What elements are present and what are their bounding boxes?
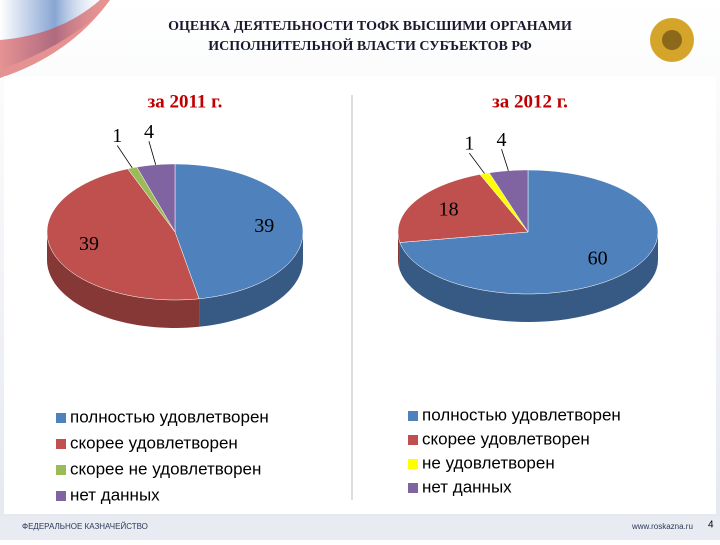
- slice-side: [399, 232, 658, 322]
- pie-slice: [46, 168, 200, 301]
- footer-bar: [0, 516, 720, 540]
- slice-side: [199, 232, 303, 327]
- footer-right: www.roskazna.ru: [631, 522, 693, 531]
- legend-label: нет данных: [70, 485, 160, 504]
- legend-swatch: [408, 483, 418, 493]
- data-label: 4: [144, 121, 154, 143]
- flag-decoration: [0, 0, 110, 78]
- data-label: 4: [497, 129, 507, 151]
- legend-swatch: [408, 411, 418, 421]
- pie-slice: [174, 163, 304, 300]
- leader-line: [469, 152, 485, 174]
- emblem: [650, 18, 694, 62]
- data-label: 1: [464, 133, 474, 155]
- page-number: 4: [708, 520, 714, 531]
- pie-slice: [127, 166, 176, 233]
- legend-swatch: [408, 459, 418, 469]
- legend-label: нет данных: [422, 477, 512, 496]
- slide-title: ИСПОЛНИТЕЛЬНОЙ ВЛАСТИ СУБЪЕКТОВ РФ: [208, 37, 531, 54]
- legend-swatch: [56, 413, 66, 423]
- data-label: 60: [588, 248, 608, 270]
- data-label: 39: [79, 233, 99, 255]
- footer-left: ФЕДЕРАЛЬНОЕ КАЗНАЧЕЙСТВО: [22, 522, 148, 531]
- leader-line: [116, 145, 133, 169]
- legend-swatch: [408, 435, 418, 445]
- legend-label: скорее удовлетворен: [422, 429, 590, 448]
- legend-label: полностью удовлетворен: [70, 407, 269, 426]
- leader-line: [148, 141, 157, 165]
- pie-slice: [399, 169, 659, 295]
- data-label: 1: [112, 125, 122, 147]
- pie-slice: [397, 174, 529, 243]
- legend-swatch: [56, 491, 66, 501]
- data-label: 18: [439, 198, 459, 220]
- chart-title: за 2012 г.: [492, 91, 568, 112]
- legend-label: не удовлетворен: [422, 453, 555, 472]
- legend-swatch: [56, 465, 66, 475]
- chart-title: за 2011 г.: [148, 91, 223, 112]
- legend-swatch: [56, 439, 66, 449]
- leader-line: [501, 149, 509, 171]
- legend-label: скорее не удовлетворен: [70, 459, 261, 478]
- data-label: 39: [254, 215, 274, 237]
- slice-side: [47, 232, 200, 328]
- slide-title: ОЦЕНКА ДЕЯТЕЛЬНОСТИ ТОФК ВЫСШИМИ ОРГАНАМ…: [168, 19, 572, 34]
- legend-label: полностью удовлетворен: [422, 405, 621, 424]
- legend-label: скорее удовлетворен: [70, 433, 238, 452]
